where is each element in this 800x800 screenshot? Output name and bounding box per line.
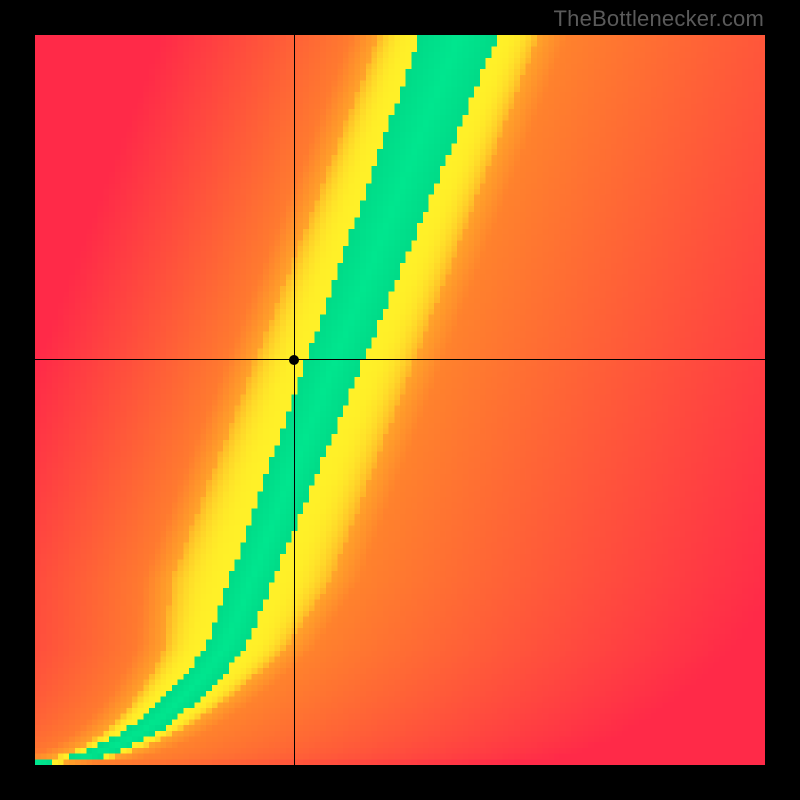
chart-container: TheBottlenecker.com [0,0,800,800]
bottleneck-heatmap [35,35,765,765]
crosshair-horizontal [35,359,765,360]
crosshair-vertical [294,35,295,765]
selected-point-marker [289,355,299,365]
watermark-text: TheBottlenecker.com [554,6,764,32]
